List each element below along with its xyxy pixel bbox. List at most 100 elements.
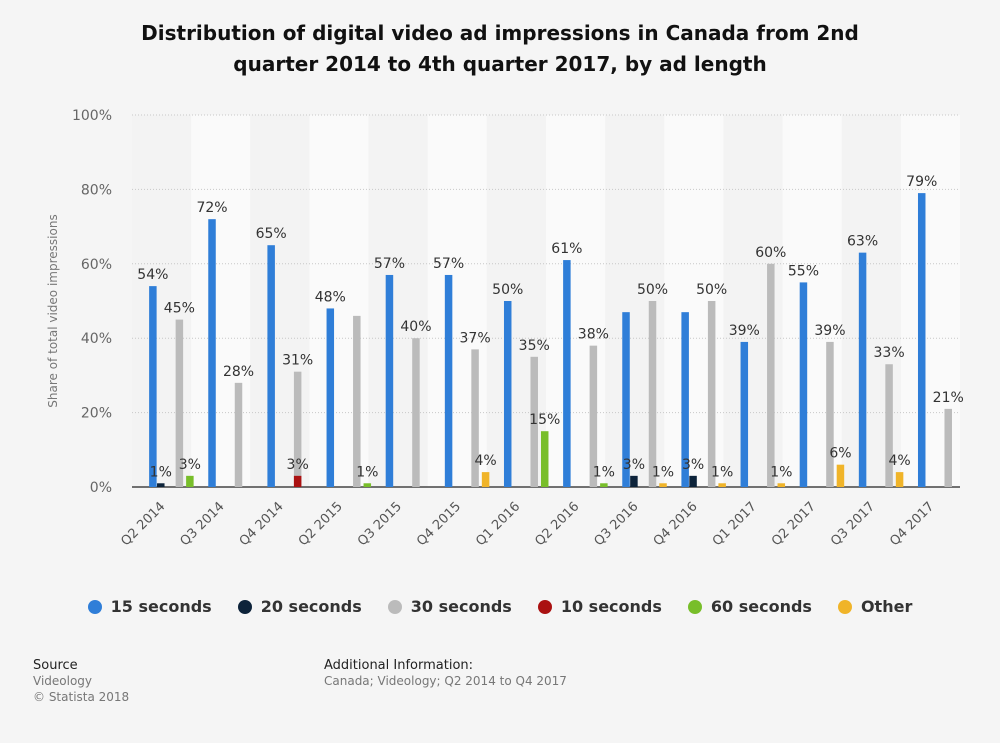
data-label: 55%: [788, 263, 819, 279]
bar-other: [718, 483, 726, 487]
data-label: 15%: [529, 412, 560, 428]
source-line-1: Videology: [33, 674, 93, 688]
bar-30-seconds: [767, 263, 775, 487]
x-tick-label: Q3 2016: [592, 499, 642, 549]
bar-30-seconds: [293, 371, 302, 487]
y-axis-label: Share of total video impressions: [46, 214, 60, 407]
additional-info-heading: Additional Information:: [324, 658, 474, 673]
x-tick-label: Q3 2017: [828, 499, 878, 549]
data-label: 57%: [374, 256, 405, 272]
bar-60-seconds: [363, 483, 372, 487]
data-label: 21%: [933, 390, 964, 406]
bar-20-seconds: [689, 475, 697, 487]
data-label: 50%: [696, 282, 727, 298]
bar-15-seconds: [208, 219, 216, 487]
x-tick-label: Q2 2016: [532, 499, 582, 549]
y-tick-label: 80%: [81, 182, 112, 198]
bar-15-seconds: [563, 260, 571, 487]
data-label: 60%: [755, 245, 786, 261]
data-label: 39%: [814, 323, 845, 339]
data-label: 6%: [829, 446, 851, 462]
legend-marker: [687, 599, 702, 614]
legend-marker: [237, 599, 252, 614]
bar-15-seconds: [858, 252, 867, 487]
legend-item[interactable]: 20 seconds: [237, 597, 362, 616]
bar-other: [481, 472, 490, 487]
x-tick-label: Q1 2017: [710, 499, 760, 549]
x-tick-label: Q2 2014: [118, 499, 168, 549]
legend-label: 20 seconds: [260, 597, 362, 616]
data-label: 40%: [400, 319, 431, 335]
data-label: 50%: [637, 282, 668, 298]
y-tick-label: 60%: [81, 257, 112, 273]
chart-legend: 15 seconds 20 seconds 30 seconds 10 seconds…: [0, 597, 1000, 616]
bar-15-seconds: [917, 193, 926, 487]
data-label: 3%: [287, 457, 309, 473]
bar-other: [836, 464, 845, 487]
data-label: 31%: [282, 353, 313, 369]
legend-item[interactable]: Other: [837, 597, 912, 616]
additional-info-block: Additional Information: Canada; Videolog…: [324, 658, 567, 689]
source-line-2: © Statista 2018: [33, 690, 130, 704]
y-tick-label: 100%: [72, 108, 112, 124]
data-label: 1%: [150, 464, 172, 480]
bar-60-seconds: [600, 483, 608, 487]
legend-label: 10 seconds: [560, 597, 662, 616]
data-label: 1%: [711, 464, 733, 480]
bar-30-seconds: [471, 349, 479, 487]
bar-20-seconds: [630, 475, 638, 487]
data-label: 48%: [315, 289, 346, 305]
legend-item[interactable]: 15 seconds: [87, 597, 212, 616]
data-label: 79%: [906, 174, 937, 190]
bar-30-seconds: [648, 301, 657, 487]
data-label: 1%: [652, 464, 674, 480]
bar-60-seconds: [186, 475, 194, 487]
data-label: 3%: [682, 457, 704, 473]
data-label: 1%: [770, 464, 792, 480]
bar-other: [659, 483, 667, 487]
data-label: 45%: [164, 301, 195, 317]
x-tick-label: Q4 2017: [887, 499, 937, 549]
bar-30-seconds: [530, 356, 538, 487]
y-tick-label: 40%: [81, 331, 112, 347]
data-label: 3%: [623, 457, 645, 473]
bar-30-seconds: [707, 301, 716, 487]
data-label: 33%: [874, 345, 905, 361]
data-label: 37%: [460, 330, 491, 346]
bar-30-seconds: [234, 382, 243, 487]
x-tick-label: Q2 2017: [769, 499, 819, 549]
bar-30-seconds: [826, 341, 834, 487]
legend-item[interactable]: 60 seconds: [687, 597, 812, 616]
data-label: 63%: [847, 234, 878, 250]
legend-item[interactable]: 30 seconds: [387, 597, 512, 616]
x-tick-label: Q3 2014: [178, 499, 228, 549]
y-tick-label: 0%: [90, 480, 112, 496]
bar-15-seconds: [503, 301, 512, 487]
bar-15-seconds: [385, 274, 394, 487]
legend-marker: [387, 599, 402, 614]
bar-30-seconds: [175, 319, 184, 487]
bar-20-seconds: [157, 483, 165, 487]
chart-title-line-1: Distribution of digital video ad impress…: [141, 21, 859, 45]
x-tick-label: Q4 2016: [651, 499, 701, 549]
data-label: 61%: [551, 241, 582, 257]
data-label: 50%: [492, 282, 523, 298]
source-heading: Source: [33, 658, 78, 673]
bar-15-seconds: [326, 308, 335, 487]
data-label: 3%: [179, 457, 201, 473]
legend-marker: [837, 599, 852, 614]
bar-30-seconds: [885, 364, 893, 487]
additional-info-text: Canada; Videology; Q2 2014 to Q4 2017: [324, 674, 567, 688]
bar-15-seconds: [799, 282, 808, 487]
data-label: 72%: [196, 200, 227, 216]
data-label: 4%: [888, 453, 910, 469]
data-label: 35%: [519, 338, 550, 354]
x-tick-label: Q1 2016: [473, 499, 523, 549]
data-label: 65%: [256, 226, 287, 242]
bar-other: [895, 472, 904, 487]
data-label: 28%: [223, 364, 254, 380]
data-label: 57%: [433, 256, 464, 272]
legend-item[interactable]: 10 seconds: [537, 597, 662, 616]
bar-15-seconds: [444, 274, 453, 487]
data-label: 4%: [474, 453, 496, 469]
